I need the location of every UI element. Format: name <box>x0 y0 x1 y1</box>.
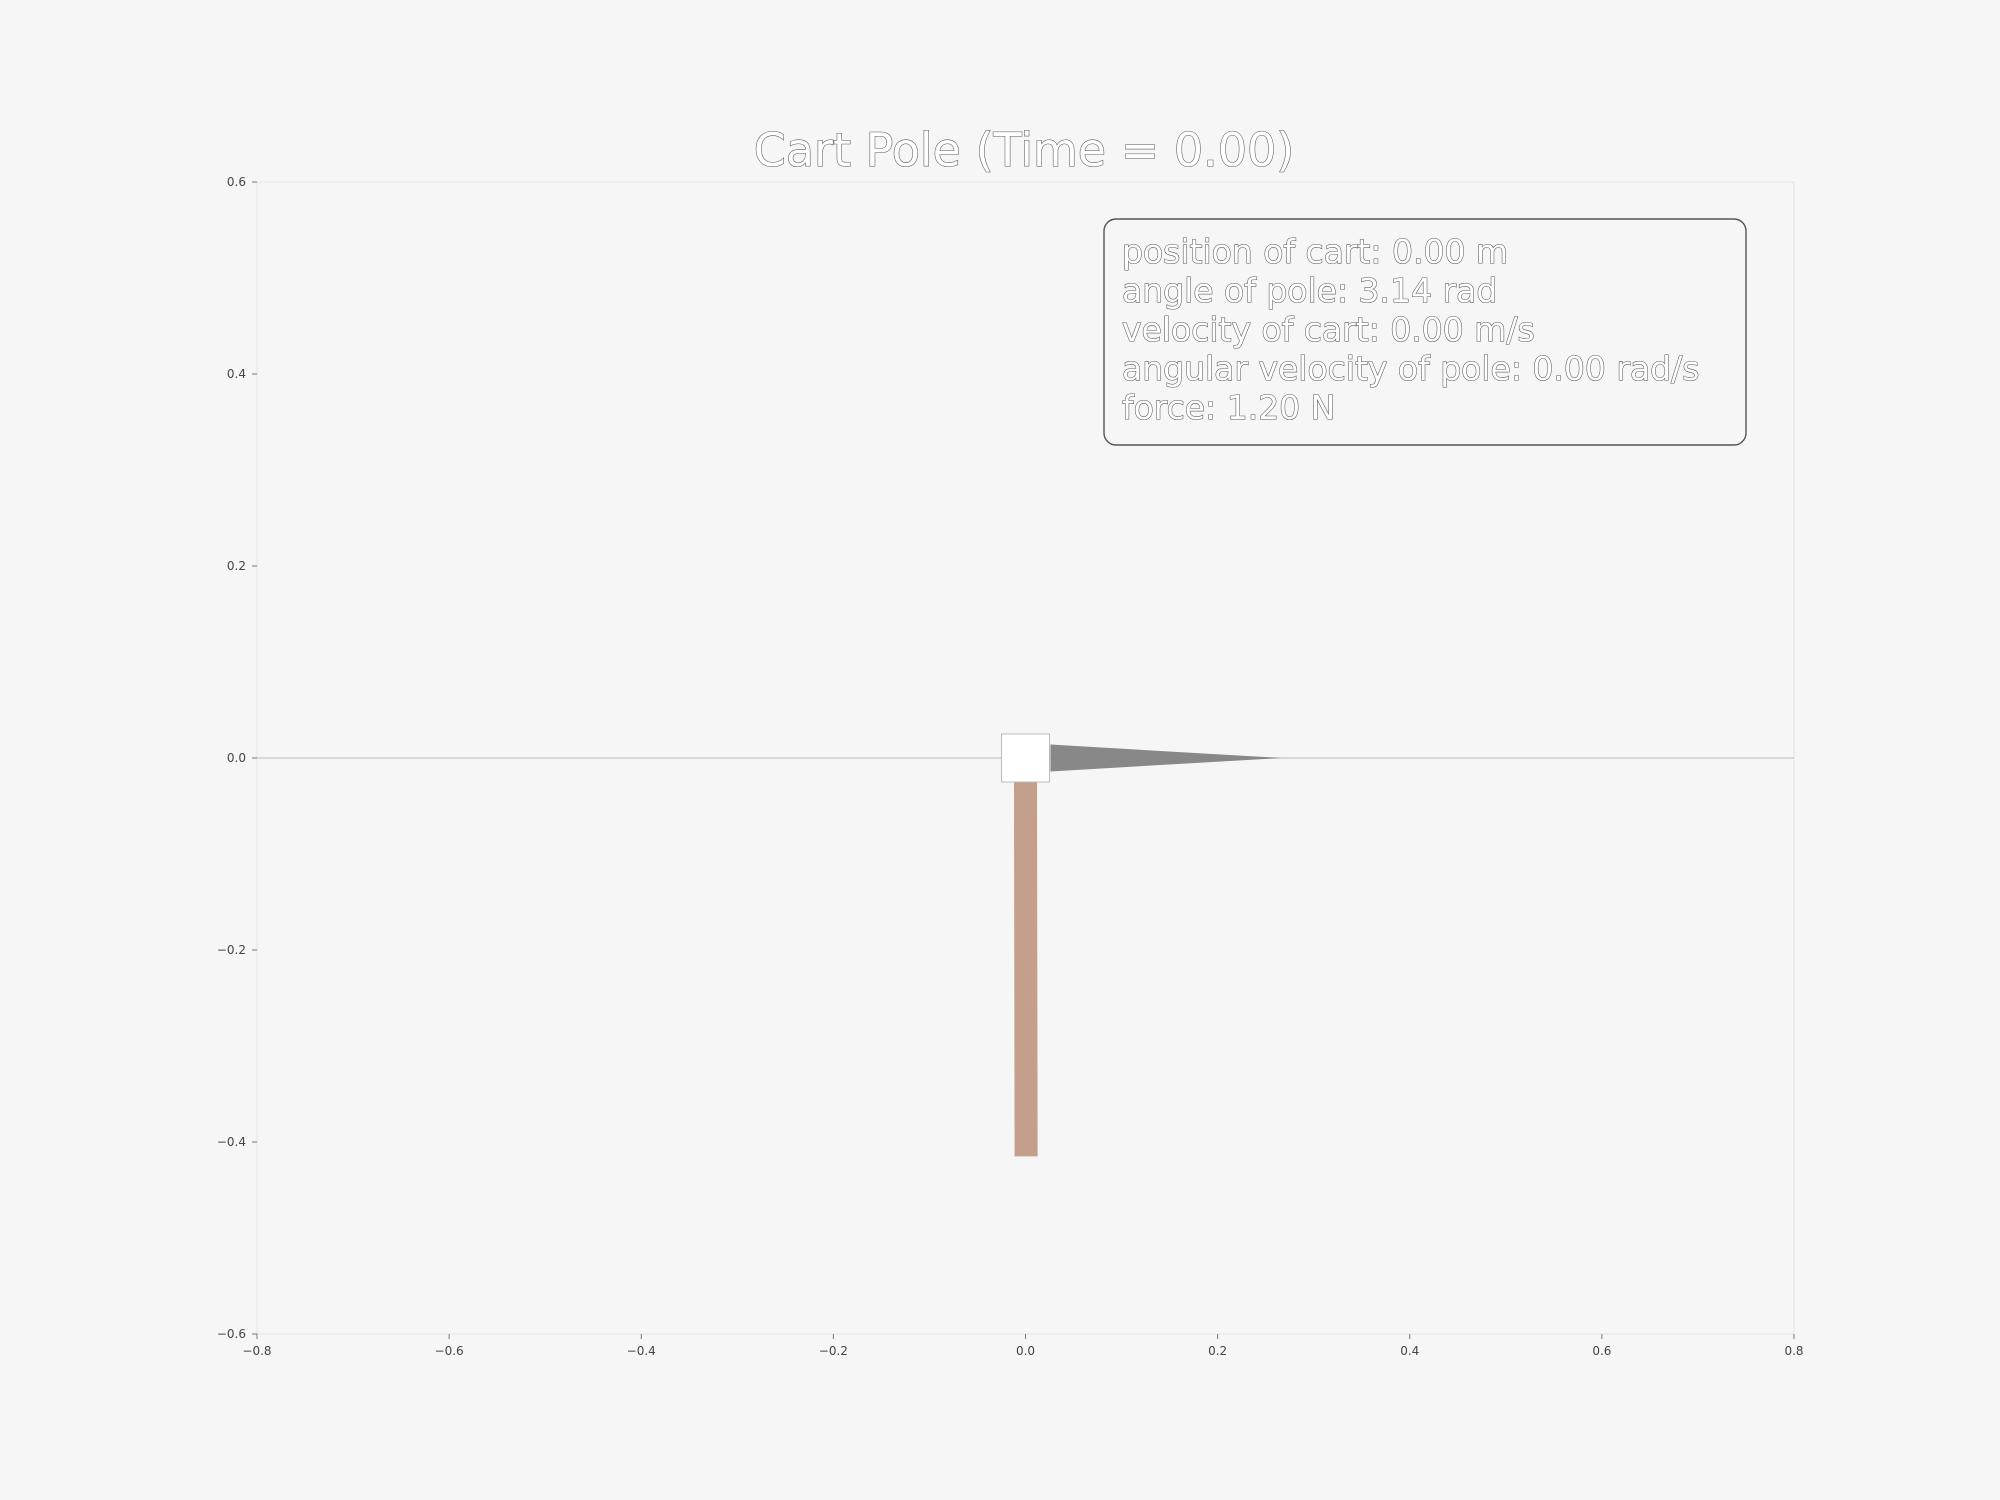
force-arrow <box>1050 744 1282 772</box>
info-angle: angle of pole: 3.14 rad <box>1122 271 1497 310</box>
x-axis: −0.8 −0.6 −0.4 −0.2 0.0 0.2 0.4 0.6 0.8 <box>242 1334 1804 1358</box>
y-tick-label: 0.2 <box>227 559 246 573</box>
y-axis: 0.6 0.4 0.2 0.0 −0.2 −0.4 −0.6 <box>217 175 257 1341</box>
state-info-box: position of cart: 0.00 m angle of pole: … <box>1103 218 1747 446</box>
x-tick-label: −0.8 <box>242 1344 271 1358</box>
x-tick-label: −0.2 <box>819 1344 848 1358</box>
info-force: force: 1.20 N <box>1122 388 1335 427</box>
info-position: position of cart: 0.00 m <box>1122 232 1508 271</box>
x-tick-label: 0.6 <box>1592 1344 1611 1358</box>
x-tick-label: 0.8 <box>1784 1344 1803 1358</box>
y-tick-label: −0.6 <box>217 1327 246 1341</box>
y-tick-label: −0.2 <box>217 943 246 957</box>
x-tick-label: 0.2 <box>1208 1344 1227 1358</box>
y-tick-label: −0.4 <box>217 1135 246 1149</box>
y-tick-label: 0.4 <box>227 367 246 381</box>
info-box-frame <box>1103 218 1747 446</box>
x-tick-label: −0.4 <box>627 1344 656 1358</box>
cart <box>1000 733 1051 783</box>
x-tick-label: 0.4 <box>1400 1344 1419 1358</box>
x-tick-label: 0.0 <box>1016 1344 1035 1358</box>
cart-pole-marks <box>257 733 1794 1157</box>
pole <box>1013 781 1038 1157</box>
info-angular-velocity: angular velocity of pole: 0.00 rad/s <box>1122 349 1699 388</box>
y-tick-label: 0.6 <box>227 175 246 189</box>
x-tick-label: −0.6 <box>435 1344 464 1358</box>
info-velocity: velocity of cart: 0.00 m/s <box>1122 310 1535 349</box>
chart-title: Cart Pole (Time = 0.00) <box>754 123 1295 177</box>
y-tick-label: 0.0 <box>227 751 246 765</box>
